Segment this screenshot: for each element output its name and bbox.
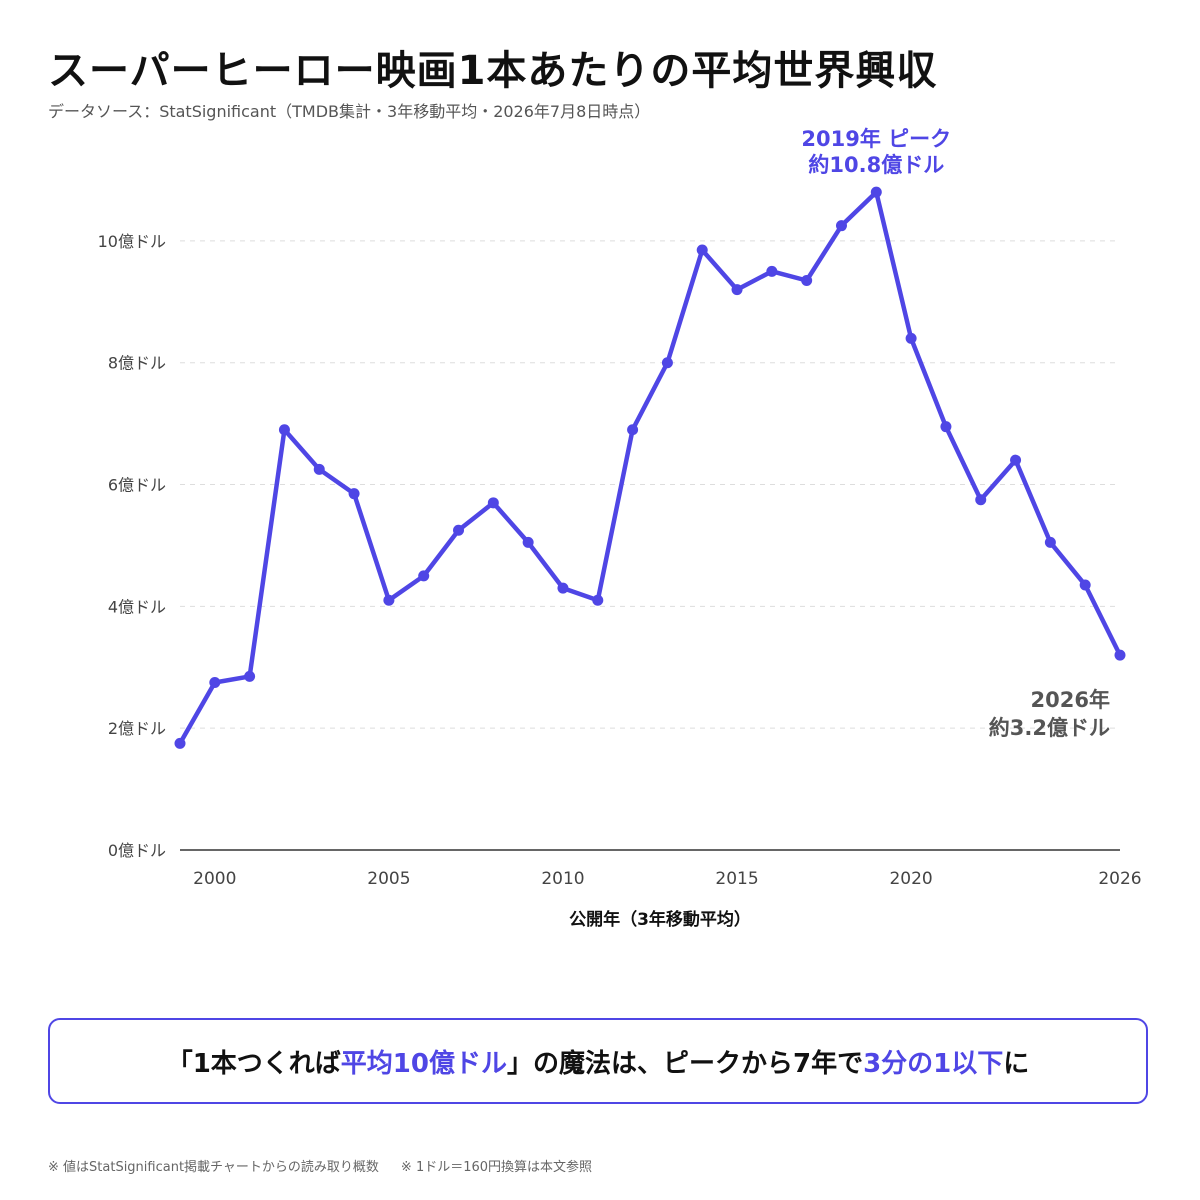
data-point — [487, 497, 499, 509]
x-axis-label: 公開年（3年移動平均） — [569, 909, 751, 930]
data-point — [1114, 649, 1126, 661]
data-point — [383, 594, 395, 606]
data-point — [835, 220, 847, 232]
data-point — [905, 332, 917, 344]
data-point — [661, 357, 673, 369]
data-point — [278, 424, 290, 436]
data-point — [1010, 454, 1022, 466]
data-point — [592, 594, 604, 606]
data-point — [453, 524, 465, 536]
page-title: スーパーヒーロー映画1本あたりの平均世界興収 — [48, 48, 938, 94]
key-message-callout: 「1本つくれば 平均10億ドル 」の魔法は、ピークから7年で 3分の1以下に — [48, 1018, 1148, 1104]
data-point — [209, 677, 221, 688]
footnote-note-2: ※ 1ドル＝160円換算は本文参照 — [400, 1160, 593, 1175]
data-point — [418, 570, 430, 582]
x-tick-label: 2015 — [715, 869, 758, 889]
callout-text-2: 」の魔法は、ピークから7年で — [506, 1048, 864, 1079]
x-tick-label: 2026 — [1098, 869, 1141, 889]
data-source-subtitle: データソース：StatSignificant（TMDB集計・3年移動平均・202… — [48, 102, 651, 121]
data-point — [766, 265, 778, 277]
series-line — [177, 189, 1123, 746]
y-tick-label: 6億ドル — [108, 476, 166, 495]
data-point — [348, 488, 360, 500]
data-point — [975, 494, 987, 506]
y-tick-label: 10億ドル — [98, 232, 166, 251]
data-point — [696, 244, 708, 256]
footnote: ※ 値はStatSignificant掲載チャートからの読み取り概数 ※ 1ドル＝… — [48, 1156, 592, 1175]
data-point — [522, 536, 534, 548]
data-point — [801, 275, 813, 286]
data-point — [244, 670, 256, 682]
data-point — [557, 582, 569, 594]
callout-text-1: 「1本つくれば — [166, 1048, 341, 1079]
y-tick-label: 0億ドル — [108, 841, 166, 860]
x-tick-label: 2010 — [541, 869, 584, 889]
x-tick-label: 2005 — [367, 869, 410, 889]
x-tick-label: 2020 — [889, 869, 932, 889]
data-point — [1044, 536, 1056, 548]
line-chart: 0億ドル 2億ドル 4億ドル 6億ドル 8億ドル 10億ドル 2000 2005 2010 201… — [98, 127, 1142, 930]
y-tick-label: 4億ドル — [108, 597, 166, 616]
callout-highlight-ratio: 3分の1以下 — [863, 1048, 1004, 1079]
data-point — [174, 737, 186, 749]
data-point — [731, 284, 743, 296]
callout-text-3: に — [1003, 1048, 1030, 1079]
data-point — [313, 463, 325, 475]
data-point — [940, 421, 952, 433]
peak-annotation-year: 2019年 ピーク — [801, 127, 951, 151]
y-tick-label: 2億ドル — [108, 719, 166, 738]
footnote-note-1: ※ 値はStatSignificant掲載チャートからの読み取り概数 — [48, 1160, 379, 1175]
data-point — [627, 424, 639, 436]
peak-annotation-value: 約10.8億ドル — [808, 153, 944, 177]
callout-highlight-average: 平均10億ドル — [340, 1048, 507, 1079]
y-tick-label: 8億ドル — [108, 354, 166, 373]
data-point — [1079, 579, 1091, 591]
x-tick-label: 2000 — [193, 869, 236, 889]
data-point — [870, 186, 882, 198]
end-annotation-year: 2026年 — [1031, 688, 1110, 712]
end-annotation-value: 約3.2億ドル — [989, 716, 1110, 740]
